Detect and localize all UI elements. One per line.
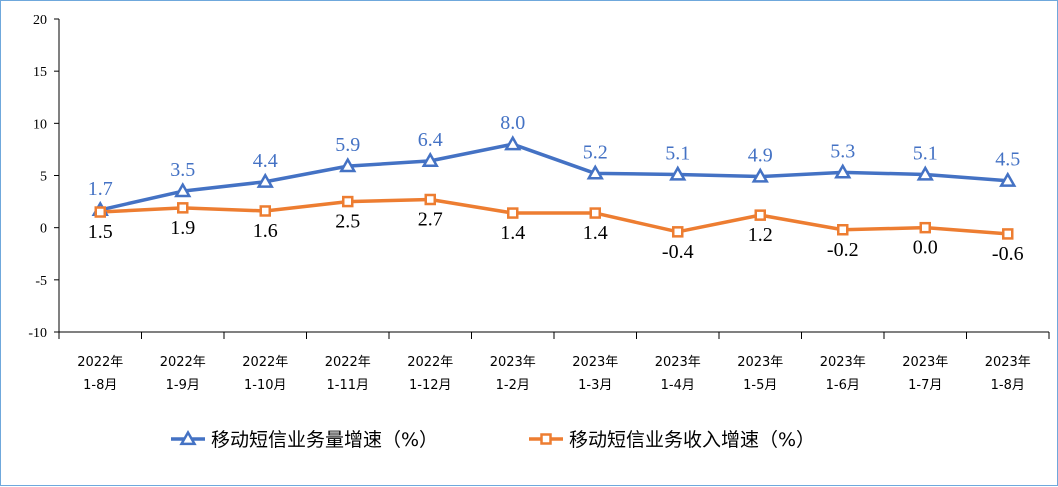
series-line-2 [100, 197, 1008, 236]
series-1-point [256, 172, 274, 188]
series-1-data-label: 4.4 [253, 150, 278, 172]
x-tick-label-month: 1-4月 [661, 378, 695, 393]
series-1-data-label: 8.0 [500, 112, 525, 134]
y-tick-label: 5 [40, 170, 47, 185]
x-tick-label-month: 1-9月 [166, 378, 200, 393]
series-1-data-label: 4.5 [995, 149, 1020, 171]
series-1-data-label: 4.9 [748, 145, 773, 167]
x-tick-label-year: 2023年 [902, 355, 948, 370]
series-2-point [1002, 228, 1014, 240]
x-tick-label-year: 2022年 [77, 355, 123, 370]
x-tick-label-year: 2023年 [985, 355, 1031, 370]
x-tick-label-month: 1-5月 [743, 378, 777, 393]
x-tick-label-month: 1-2月 [496, 378, 530, 393]
series-1-point [999, 171, 1017, 187]
legend-marker-2 [540, 433, 552, 445]
series-2-point [177, 202, 189, 214]
series-1-data-label: 5.1 [913, 142, 938, 164]
series-1-data-label: 5.9 [335, 134, 360, 156]
legend-label-2: 移动短信业务收入增速（%） [569, 429, 815, 451]
legend-marker-1 [179, 429, 197, 446]
x-tick-label-year: 2023年 [820, 355, 866, 370]
series-1-point [834, 163, 852, 179]
series-2-data-label: 2.5 [335, 211, 360, 233]
x-tick-label-month: 1-3月 [578, 378, 612, 393]
y-tick-label: 10 [33, 117, 47, 132]
series-2-data-label: 1.5 [88, 221, 113, 243]
series-2-data-label: 1.4 [500, 222, 525, 244]
x-tick-label-year: 2023年 [655, 355, 701, 370]
series-2-point [507, 207, 519, 219]
series-1-data-label: 5.3 [830, 140, 855, 162]
y-tick-label: 15 [33, 65, 47, 80]
x-tick-label-month: 1-6月 [826, 378, 860, 393]
x-tick-label-month: 1-12月 [409, 378, 452, 393]
x-tick-label-year: 2023年 [572, 355, 618, 370]
x-tick-label-year: 2022年 [407, 355, 453, 370]
series-1-point [339, 157, 357, 173]
series-1-point [504, 135, 522, 151]
series-2-data-label: 0.0 [913, 237, 938, 259]
x-tick-label-year: 2022年 [242, 355, 288, 370]
x-tick-label-year: 2023年 [490, 355, 536, 370]
series-1-data-label: 5.2 [583, 141, 608, 163]
series-1-data-label: 5.1 [665, 142, 690, 164]
y-tick-label: 0 [40, 222, 47, 237]
series-1-point [669, 165, 687, 181]
series-2-data-label: 1.4 [583, 222, 608, 244]
series-2-data-label: -0.6 [992, 243, 1024, 265]
x-tick-label-year: 2022年 [160, 355, 206, 370]
series-1-point [586, 164, 604, 180]
x-tick-label-month: 1-7月 [908, 378, 942, 393]
series-1-point [174, 182, 192, 198]
series-2-point [94, 206, 106, 218]
x-tick-label-month: 1-11月 [326, 378, 369, 393]
x-tick-label-month: 1-8月 [991, 378, 1025, 393]
series-1-point [751, 167, 769, 183]
series-2-point [424, 193, 436, 206]
series-2-data-label: -0.4 [662, 241, 694, 263]
series-2-point [837, 224, 849, 236]
series-1-data-label: 3.5 [170, 159, 195, 181]
series-2-data-label: 2.7 [418, 208, 443, 230]
legend-label-1: 移动短信业务量增速（%） [211, 429, 438, 451]
series-1-data-label: 1.7 [88, 178, 113, 200]
x-tick-label-year: 2023年 [737, 355, 783, 370]
series-2-point [672, 226, 684, 238]
series-2-point [259, 205, 271, 217]
series-2-data-label: -0.2 [827, 239, 859, 261]
series-2-data-label: 1.6 [253, 220, 278, 242]
series-2-data-label: 1.2 [748, 224, 773, 246]
y-tick-label: -5 [35, 274, 47, 289]
x-tick-label-month: 1-8月 [83, 378, 117, 393]
series-2-point [342, 195, 354, 208]
series-1-point [421, 151, 439, 168]
series-2-point [589, 207, 601, 219]
y-tick-label: -10 [28, 326, 47, 341]
x-tick-label-year: 2022年 [325, 355, 371, 370]
series-2-point [919, 221, 931, 234]
series-line-1 [99, 142, 1008, 212]
series-2-data-label: 1.9 [170, 217, 195, 239]
x-tick-label-month: 1-10月 [244, 378, 287, 393]
series-1-point [916, 165, 934, 181]
y-tick-label: 20 [33, 13, 47, 28]
series-2-point [754, 209, 766, 221]
series-1-data-label: 6.4 [418, 129, 443, 151]
